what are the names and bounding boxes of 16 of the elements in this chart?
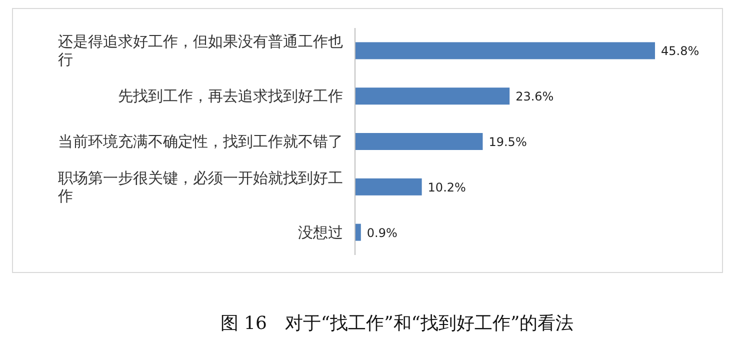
y-tick-label: 先找到工作，再去追求找到好工作: [118, 87, 343, 106]
bar: [355, 133, 483, 150]
text: 图 16 对于“找工作”和“找到好工作”的看法: [220, 313, 574, 334]
data-label: 10.2%: [428, 180, 466, 194]
y-tick-label: 没想过: [298, 223, 343, 242]
bar: [355, 88, 510, 105]
y-tick-label: 还是得追求好工作，但如果没有普通工作也行: [58, 32, 343, 69]
y-tick-label: 当前环境充满不确定性，找到工作就不错了: [58, 132, 343, 150]
data-label: 19.5%: [488, 135, 527, 149]
bar: [355, 178, 422, 196]
data-label: 0.9%: [366, 226, 398, 240]
data-label: 45.8%: [661, 44, 700, 58]
bar: [355, 42, 655, 60]
data-label: 23.6%: [516, 90, 554, 104]
bar: [355, 224, 361, 241]
y-tick-label: 职场第一步很关键，必须一开始就找到好工作: [57, 168, 343, 205]
